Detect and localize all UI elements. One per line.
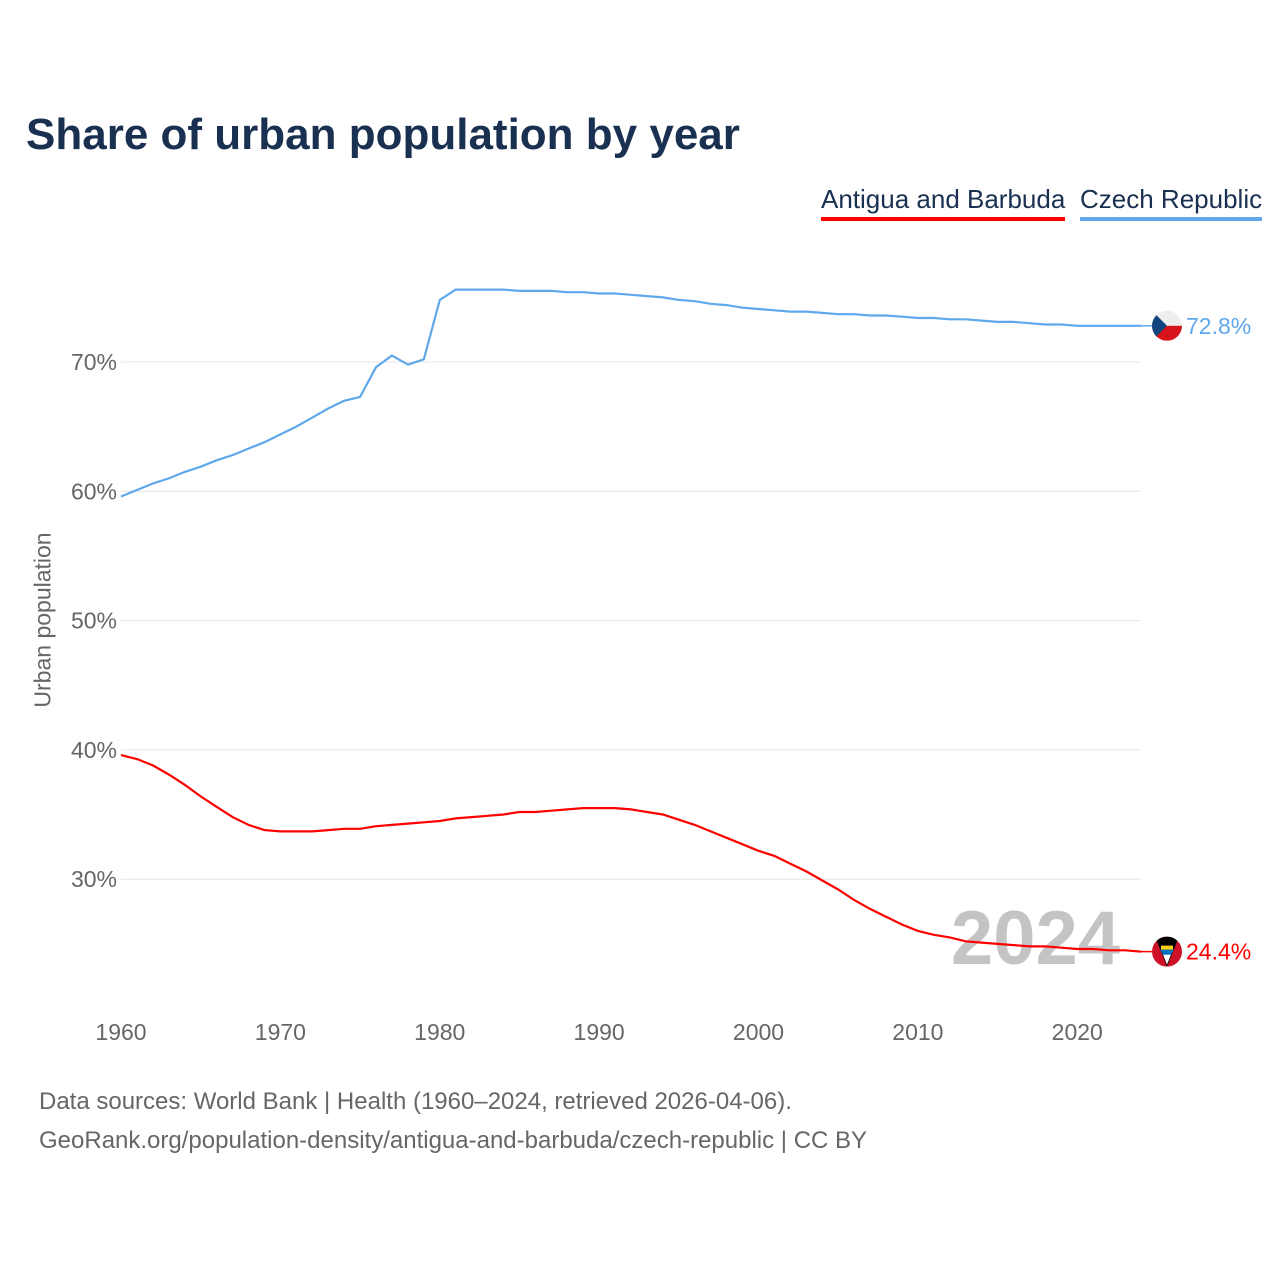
x-tick-label: 2000	[733, 1019, 784, 1045]
x-tick-label: 2020	[1052, 1019, 1103, 1045]
source-text: Data sources: World Bank | Health (1960–…	[39, 1088, 792, 1115]
year-watermark: 2024	[951, 896, 1120, 981]
end-value-label: 72.8%	[1186, 313, 1251, 339]
x-tick-label: 1970	[255, 1019, 306, 1045]
legend-antigua-and-barbuda[interactable]: Antigua and Barbuda	[821, 184, 1066, 221]
y-tick-label: 30%	[71, 866, 117, 892]
x-tick-label: 1990	[574, 1019, 625, 1045]
series-line-czech-republic	[120, 288, 1141, 498]
antigua-flag-icon	[1152, 936, 1182, 967]
series-line-antigua-and-barbuda	[120, 754, 1142, 953]
x-tick-label: 1980	[414, 1019, 465, 1045]
czech-flag-icon	[1152, 310, 1182, 341]
x-tick-label: 1960	[95, 1019, 146, 1045]
legend-czech-republic[interactable]: Czech Republic	[1080, 184, 1263, 221]
y-tick-label: 50%	[71, 608, 117, 634]
end-value-label: 24.4%	[1186, 939, 1251, 965]
y-tick-label: 70%	[71, 349, 117, 375]
source-link[interactable]: GeoRank.org/population-density/antigua-a…	[39, 1127, 868, 1154]
chart-title: Share of urban population by year	[26, 110, 740, 159]
x-tick-label: 2010	[892, 1019, 943, 1045]
y-tick-label: 60%	[71, 478, 117, 504]
y-tick-label: 40%	[71, 737, 117, 763]
